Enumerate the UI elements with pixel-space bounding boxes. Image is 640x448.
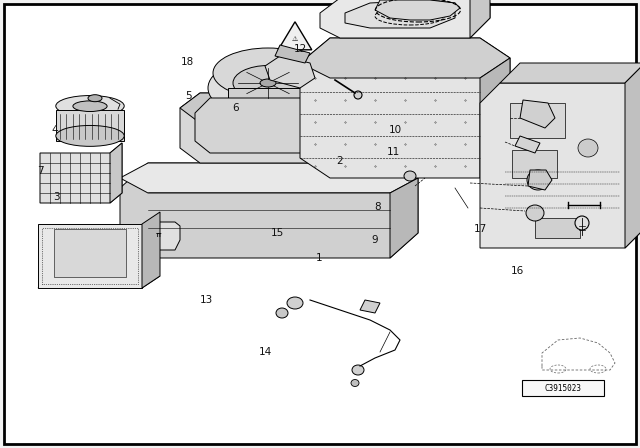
Ellipse shape xyxy=(351,379,359,387)
Polygon shape xyxy=(480,63,640,248)
Text: 14: 14 xyxy=(259,347,272,357)
Text: 3: 3 xyxy=(53,192,60,202)
Ellipse shape xyxy=(56,125,124,146)
Polygon shape xyxy=(320,0,490,38)
Ellipse shape xyxy=(276,308,288,318)
Text: TT: TT xyxy=(156,233,163,237)
Polygon shape xyxy=(470,0,490,38)
Polygon shape xyxy=(480,58,510,178)
Polygon shape xyxy=(515,136,540,153)
Ellipse shape xyxy=(527,170,549,190)
Text: 13: 13 xyxy=(200,295,212,305)
Text: 7: 7 xyxy=(37,166,44,176)
Text: C3915023: C3915023 xyxy=(545,383,582,392)
Ellipse shape xyxy=(208,58,328,118)
Polygon shape xyxy=(180,93,380,163)
Bar xyxy=(512,150,557,178)
Text: 5: 5 xyxy=(186,91,192,101)
Text: 1: 1 xyxy=(316,253,322,263)
Polygon shape xyxy=(54,229,126,277)
Polygon shape xyxy=(120,163,418,258)
Polygon shape xyxy=(180,93,380,123)
Text: 6: 6 xyxy=(232,103,239,112)
Text: ⚠: ⚠ xyxy=(292,36,298,42)
Ellipse shape xyxy=(88,95,102,102)
Polygon shape xyxy=(40,143,122,203)
Ellipse shape xyxy=(56,95,124,116)
Text: 9: 9 xyxy=(371,235,378,245)
Polygon shape xyxy=(625,63,640,248)
Polygon shape xyxy=(195,98,340,153)
Polygon shape xyxy=(345,0,455,28)
Polygon shape xyxy=(265,56,315,88)
Polygon shape xyxy=(500,63,640,83)
Text: 12: 12 xyxy=(294,44,307,54)
Polygon shape xyxy=(145,222,180,250)
Polygon shape xyxy=(375,0,460,20)
Text: 10: 10 xyxy=(389,125,402,135)
Ellipse shape xyxy=(526,205,544,221)
Text: 17: 17 xyxy=(474,224,486,234)
Polygon shape xyxy=(360,300,380,313)
Ellipse shape xyxy=(575,216,589,230)
Ellipse shape xyxy=(73,101,107,112)
Text: 16: 16 xyxy=(511,266,524,276)
Bar xyxy=(535,218,580,238)
Bar xyxy=(522,380,604,396)
Polygon shape xyxy=(275,45,310,63)
Ellipse shape xyxy=(352,365,364,375)
Polygon shape xyxy=(300,38,510,78)
Text: 15: 15 xyxy=(271,228,284,238)
Polygon shape xyxy=(360,108,380,163)
Ellipse shape xyxy=(287,297,303,309)
Text: 8: 8 xyxy=(374,202,381,212)
Polygon shape xyxy=(38,224,142,288)
Polygon shape xyxy=(110,143,122,203)
Polygon shape xyxy=(300,38,510,178)
Polygon shape xyxy=(38,276,160,288)
Ellipse shape xyxy=(233,65,303,100)
Text: 18: 18 xyxy=(181,57,194,67)
Polygon shape xyxy=(120,163,418,193)
Text: 4: 4 xyxy=(51,125,58,135)
Polygon shape xyxy=(528,170,552,190)
Bar xyxy=(510,103,565,138)
Text: 11: 11 xyxy=(387,147,399,157)
Polygon shape xyxy=(520,100,555,128)
Polygon shape xyxy=(278,22,312,50)
Polygon shape xyxy=(390,178,418,258)
Bar xyxy=(228,88,308,118)
Text: 2: 2 xyxy=(336,156,342,166)
Ellipse shape xyxy=(213,48,323,98)
Ellipse shape xyxy=(404,171,416,181)
Ellipse shape xyxy=(578,139,598,157)
Ellipse shape xyxy=(354,91,362,99)
Ellipse shape xyxy=(260,79,276,87)
Polygon shape xyxy=(142,212,160,288)
Bar xyxy=(56,110,124,141)
